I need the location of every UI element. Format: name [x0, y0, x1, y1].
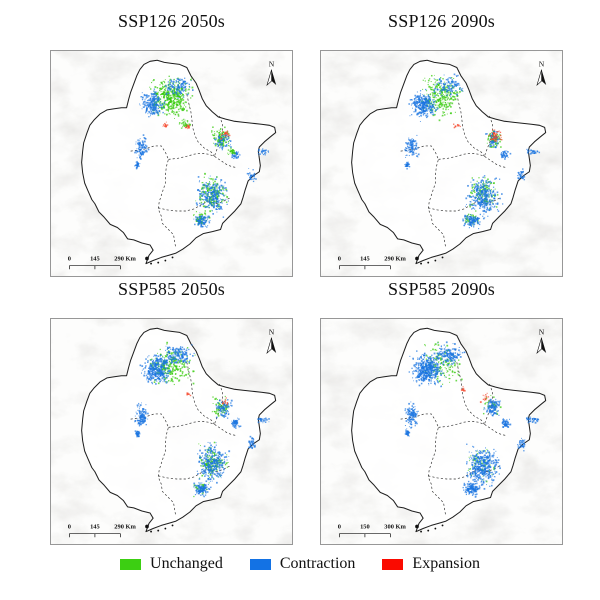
svg-text:0: 0 — [338, 255, 341, 262]
map-canvas-ssp126-2090s: N 0 145 290 Km — [320, 50, 563, 277]
scale-bar: 0 145 290 Km — [338, 255, 407, 270]
svg-text:145: 145 — [90, 255, 100, 262]
north-arrow-icon: N — [536, 59, 547, 87]
svg-text:290 Km: 290 Km — [114, 255, 136, 262]
map-canvas-ssp126-2050s: N 0 145 290 Km — [50, 50, 293, 277]
legend-label-unchanged: Unchanged — [150, 555, 223, 572]
panel-ssp585-2090s: SSP585 2090s N 0 150 300 Km — [320, 272, 563, 545]
map-svg: N 0 145 290 Km — [51, 51, 292, 276]
svg-text:N: N — [269, 59, 275, 68]
panel-ssp585-2050s: SSP585 2050s N 0 145 290 Km — [50, 272, 293, 545]
map-svg: N 0 145 290 Km — [321, 51, 562, 276]
legend-item-unchanged: Unchanged — [120, 555, 223, 573]
svg-text:N: N — [539, 59, 545, 68]
legend-item-expansion: Expansion — [382, 555, 480, 573]
legend-label-expansion: Expansion — [412, 555, 480, 572]
svg-text:0: 0 — [68, 255, 71, 262]
legend-swatch-expansion — [382, 558, 404, 570]
legend: Unchanged Contraction Expansion — [0, 555, 600, 573]
map-svg: N 0 145 290 Km — [51, 319, 292, 544]
legend-swatch-unchanged — [120, 558, 142, 570]
svg-text:145: 145 — [360, 255, 370, 262]
scale-bar: 0 150 300 Km — [338, 523, 407, 538]
north-arrow-icon: N — [266, 59, 277, 87]
map-canvas-ssp585-2090s: N 0 150 300 Km — [320, 318, 563, 545]
scale-bar: 0 145 290 Km — [68, 255, 137, 270]
map-svg: N 0 150 300 Km — [321, 319, 562, 544]
map-canvas-ssp585-2050s: N 0 145 290 Km — [50, 318, 293, 545]
north-arrow-icon: N — [536, 327, 547, 355]
panel-title: SSP126 2050s — [118, 10, 225, 31]
legend-item-contraction: Contraction — [249, 555, 356, 573]
north-arrow-icon: N — [266, 327, 277, 355]
svg-text:290 Km: 290 Km — [384, 255, 406, 262]
panel-ssp126-2090s: SSP126 2090s N 0 145 290 Km — [320, 4, 563, 277]
panel-ssp126-2050s: SSP126 2050s N 0 145 290 Km — [50, 4, 293, 277]
panel-title: SSP126 2090s — [388, 10, 495, 31]
legend-label-contraction: Contraction — [279, 555, 356, 572]
panel-title: SSP585 2090s — [388, 278, 495, 299]
legend-swatch-contraction — [249, 558, 271, 570]
scale-bar: 0 145 290 Km — [68, 523, 137, 538]
panel-title: SSP585 2050s — [118, 278, 225, 299]
